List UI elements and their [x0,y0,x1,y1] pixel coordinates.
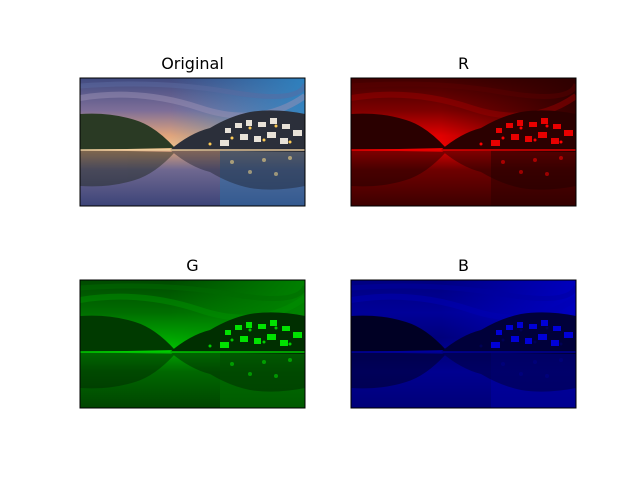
frame [79,77,306,207]
panel: B [351,256,576,408]
panel-title: R [458,54,469,73]
panel: Original [80,54,305,206]
panel-title: Original [161,54,224,73]
image [351,280,576,408]
frame [79,279,306,409]
image [80,78,305,206]
frame [350,77,577,207]
panel: R [351,54,576,206]
frame [350,279,577,409]
panel: G [80,256,305,408]
panel-title: G [186,256,198,275]
image [351,78,576,206]
image [80,280,305,408]
panel-title: B [458,256,469,275]
